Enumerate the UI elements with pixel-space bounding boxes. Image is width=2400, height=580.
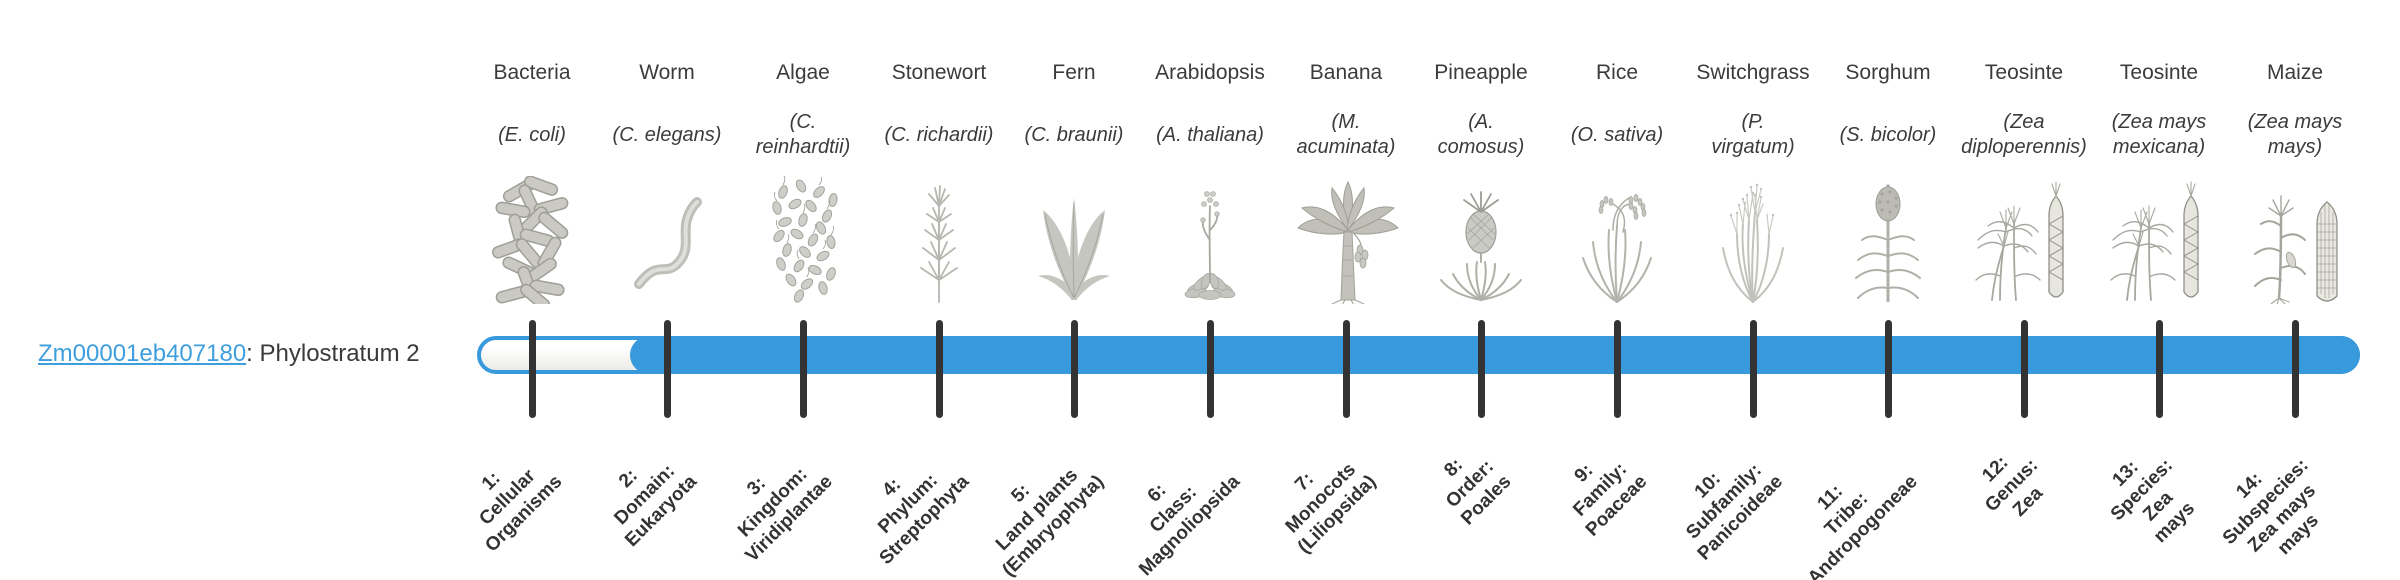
organism-name: Algae <box>776 61 830 84</box>
stratum-label-3: 3: Kingdom: Viridiplantae <box>734 463 838 567</box>
bacteria-icon <box>465 176 599 304</box>
organism-column-bacteria: Bacteria (E. coli) <box>465 56 599 304</box>
organism-name: Switchgrass <box>1696 61 1810 84</box>
gene-label: Zm00001eb407180: Phylostratum 2 <box>38 338 420 370</box>
worm-icon <box>600 176 734 304</box>
organism-scientific-name: (E. coli) <box>498 123 566 146</box>
stratum-label-6: 6: Class: Magnoliopsida <box>1135 471 1245 580</box>
organism-column-teosinte-diploperennis: Teosinte (Zea diploperennis) <box>1957 56 2091 304</box>
organism-column-stonewort: Stonewort (C. richardii) <box>872 56 1006 304</box>
organism-name: Teosinte <box>2119 61 2199 84</box>
stratum-label-10: 10: Subfamily: Panicoideae <box>1682 459 1788 565</box>
organism-column-algae: Algae (C. reinhardtii) <box>736 56 870 304</box>
organism-name: Fern <box>1052 61 1096 84</box>
stratum-label-1: 1: Cellular Organisms <box>475 465 567 557</box>
gene-id-link[interactable]: Zm00001eb407180 <box>38 340 247 367</box>
organism-scientific-name: (C. braunii) <box>1024 123 1124 146</box>
stratum-label-5: 5: Land plants (Embryophyta) <box>991 464 1109 580</box>
stratum-tick-2 <box>664 320 671 418</box>
organism-name: Banana <box>1309 61 1383 84</box>
stratum-tick-4 <box>936 320 943 418</box>
organism-name: Maize <box>2266 61 2324 84</box>
organism-name: Rice <box>1595 61 1638 84</box>
organism-column-sorghum: Sorghum (S. bicolor) <box>1821 56 1955 304</box>
organism-scientific-name: (C. reinhardtii) <box>755 111 851 158</box>
stratum-label-11: 11: Tribe: Andropogoneae <box>1804 471 1923 580</box>
organism-name: Arabidopsis <box>1155 61 1265 84</box>
sorghum-icon <box>1821 176 1955 304</box>
organism-column-pineapple: Pineapple (A. comosus) <box>1414 56 1548 304</box>
organism-column-arabidopsis: Arabidopsis (A. thaliana) <box>1143 56 1277 304</box>
organism-scientific-name: (A. comosus) <box>1437 111 1525 158</box>
algae-icon <box>736 176 870 304</box>
organism-column-teosinte-mexicana: Teosinte (Zea mays mexicana) <box>2092 56 2226 304</box>
organism-name: Teosinte <box>1984 61 2064 84</box>
pineapple-icon <box>1414 176 1548 304</box>
stratum-label-13: 13: Species: Zea mays <box>2106 454 2199 548</box>
fern-icon <box>1007 176 1141 304</box>
stratum-tick-5 <box>1071 320 1078 418</box>
stratum-tick-10 <box>1750 320 1757 418</box>
banana-icon <box>1279 176 1413 304</box>
organism-column-fern: Fern (C. braunii) <box>1007 56 1141 304</box>
organism-scientific-name: (S. bicolor) <box>1839 123 1937 146</box>
organism-scientific-name: (A. thaliana) <box>1156 123 1264 146</box>
stratum-label-9: 9: Family: Poaceae <box>1569 458 1652 541</box>
rice-icon <box>1550 176 1684 304</box>
organism-scientific-name: (O. sativa) <box>1570 123 1664 146</box>
stratum-tick-14 <box>2292 320 2299 418</box>
organism-scientific-name: (Zea diploperennis) <box>1961 111 2087 158</box>
organism-column-banana: Banana (M. acuminata) <box>1279 56 1413 304</box>
timeline-fill <box>630 336 2360 374</box>
stratum-tick-13 <box>2156 320 2163 418</box>
stratum-label-12: 12: Genus: Zea <box>1977 452 2047 521</box>
organism-name: Sorghum <box>1845 61 1931 84</box>
organism-scientific-name: (C. elegans) <box>612 123 722 146</box>
organism-column-switchgrass: Switchgrass (P. virgatum) <box>1686 56 1820 304</box>
teosinte-icon <box>2092 176 2226 304</box>
organism-scientific-name: (Zea mays mexicana) <box>2111 111 2207 158</box>
stratum-label-7: 7: Monocots (Liliopsida) <box>1281 459 1381 558</box>
teosinte-icon <box>1957 176 2091 304</box>
stratum-tick-8 <box>1478 320 1485 418</box>
stratum-tick-7 <box>1343 320 1350 418</box>
organism-name: Stonewort <box>891 61 987 84</box>
organism-name: Worm <box>639 61 695 84</box>
stratum-tick-11 <box>1885 320 1892 418</box>
organism-column-maize: Maize (Zea mays mays) <box>2228 56 2362 304</box>
arabidopsis-icon <box>1143 176 1277 304</box>
gene-stratum-text: : Phylostratum 2 <box>246 340 420 367</box>
switchgrass-icon <box>1686 176 1820 304</box>
stratum-label-2: 2: Domain: Eukaryota <box>610 460 702 552</box>
maize-icon <box>2228 176 2362 304</box>
stratum-tick-9 <box>1614 320 1621 418</box>
stratum-label-14: 14: Subspecies: Zea mays mays <box>2218 454 2323 560</box>
organism-column-rice: Rice (O. sativa) <box>1550 56 1684 304</box>
stratum-tick-6 <box>1207 320 1214 418</box>
organism-name: Pineapple <box>1434 61 1528 84</box>
organism-scientific-name: (C. richardii) <box>884 123 994 146</box>
organism-name: Bacteria <box>493 61 571 84</box>
stratum-label-8: 8: Order: Poales <box>1440 454 1516 530</box>
stratum-tick-12 <box>2021 320 2028 418</box>
organism-scientific-name: (P. virgatum) <box>1711 111 1795 158</box>
organism-scientific-name: (Zea mays mays) <box>2247 111 2343 158</box>
stonewort-icon <box>872 176 1006 304</box>
stratum-tick-3 <box>800 320 807 418</box>
organism-column-worm: Worm (C. elegans) <box>600 56 734 304</box>
organism-scientific-name: (M. acuminata) <box>1296 111 1396 158</box>
stratum-tick-1 <box>529 320 536 418</box>
stratum-label-4: 4: Phylum: Streptophyta <box>874 469 974 569</box>
